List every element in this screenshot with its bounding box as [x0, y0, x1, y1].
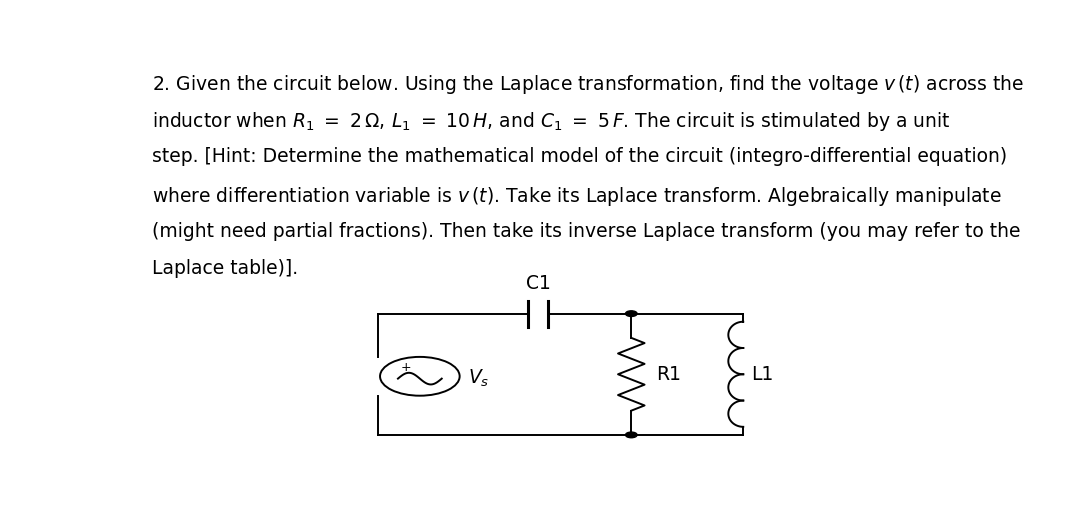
Circle shape: [626, 311, 637, 317]
Text: +: +: [400, 361, 411, 374]
Text: (might need partial fractions). Then take its inverse Laplace transform (you may: (might need partial fractions). Then tak…: [152, 222, 1021, 241]
Text: where differentiation variable is $v\,(t)$. Take its Laplace transform. Algebrai: where differentiation variable is $v\,(t…: [152, 185, 1002, 208]
Text: inductor when $R_1\ =\ 2\,\Omega,\,L_1\ =\ 10\,H$, and $C_1\ =\ 5\,F$. The circu: inductor when $R_1\ =\ 2\,\Omega,\,L_1\ …: [152, 110, 951, 133]
Circle shape: [626, 432, 637, 438]
Text: Laplace table)].: Laplace table)].: [152, 259, 299, 278]
Text: C1: C1: [526, 275, 551, 293]
Text: 2. Given the circuit below. Using the Laplace transformation, find the voltage $: 2. Given the circuit below. Using the La…: [152, 73, 1024, 96]
Text: step. [Hint: Determine the mathematical model of the circuit (integro-differenti: step. [Hint: Determine the mathematical …: [152, 148, 1007, 166]
Text: R1: R1: [656, 365, 682, 384]
Text: L1: L1: [751, 365, 774, 384]
Text: $V_s$: $V_s$: [468, 368, 489, 389]
